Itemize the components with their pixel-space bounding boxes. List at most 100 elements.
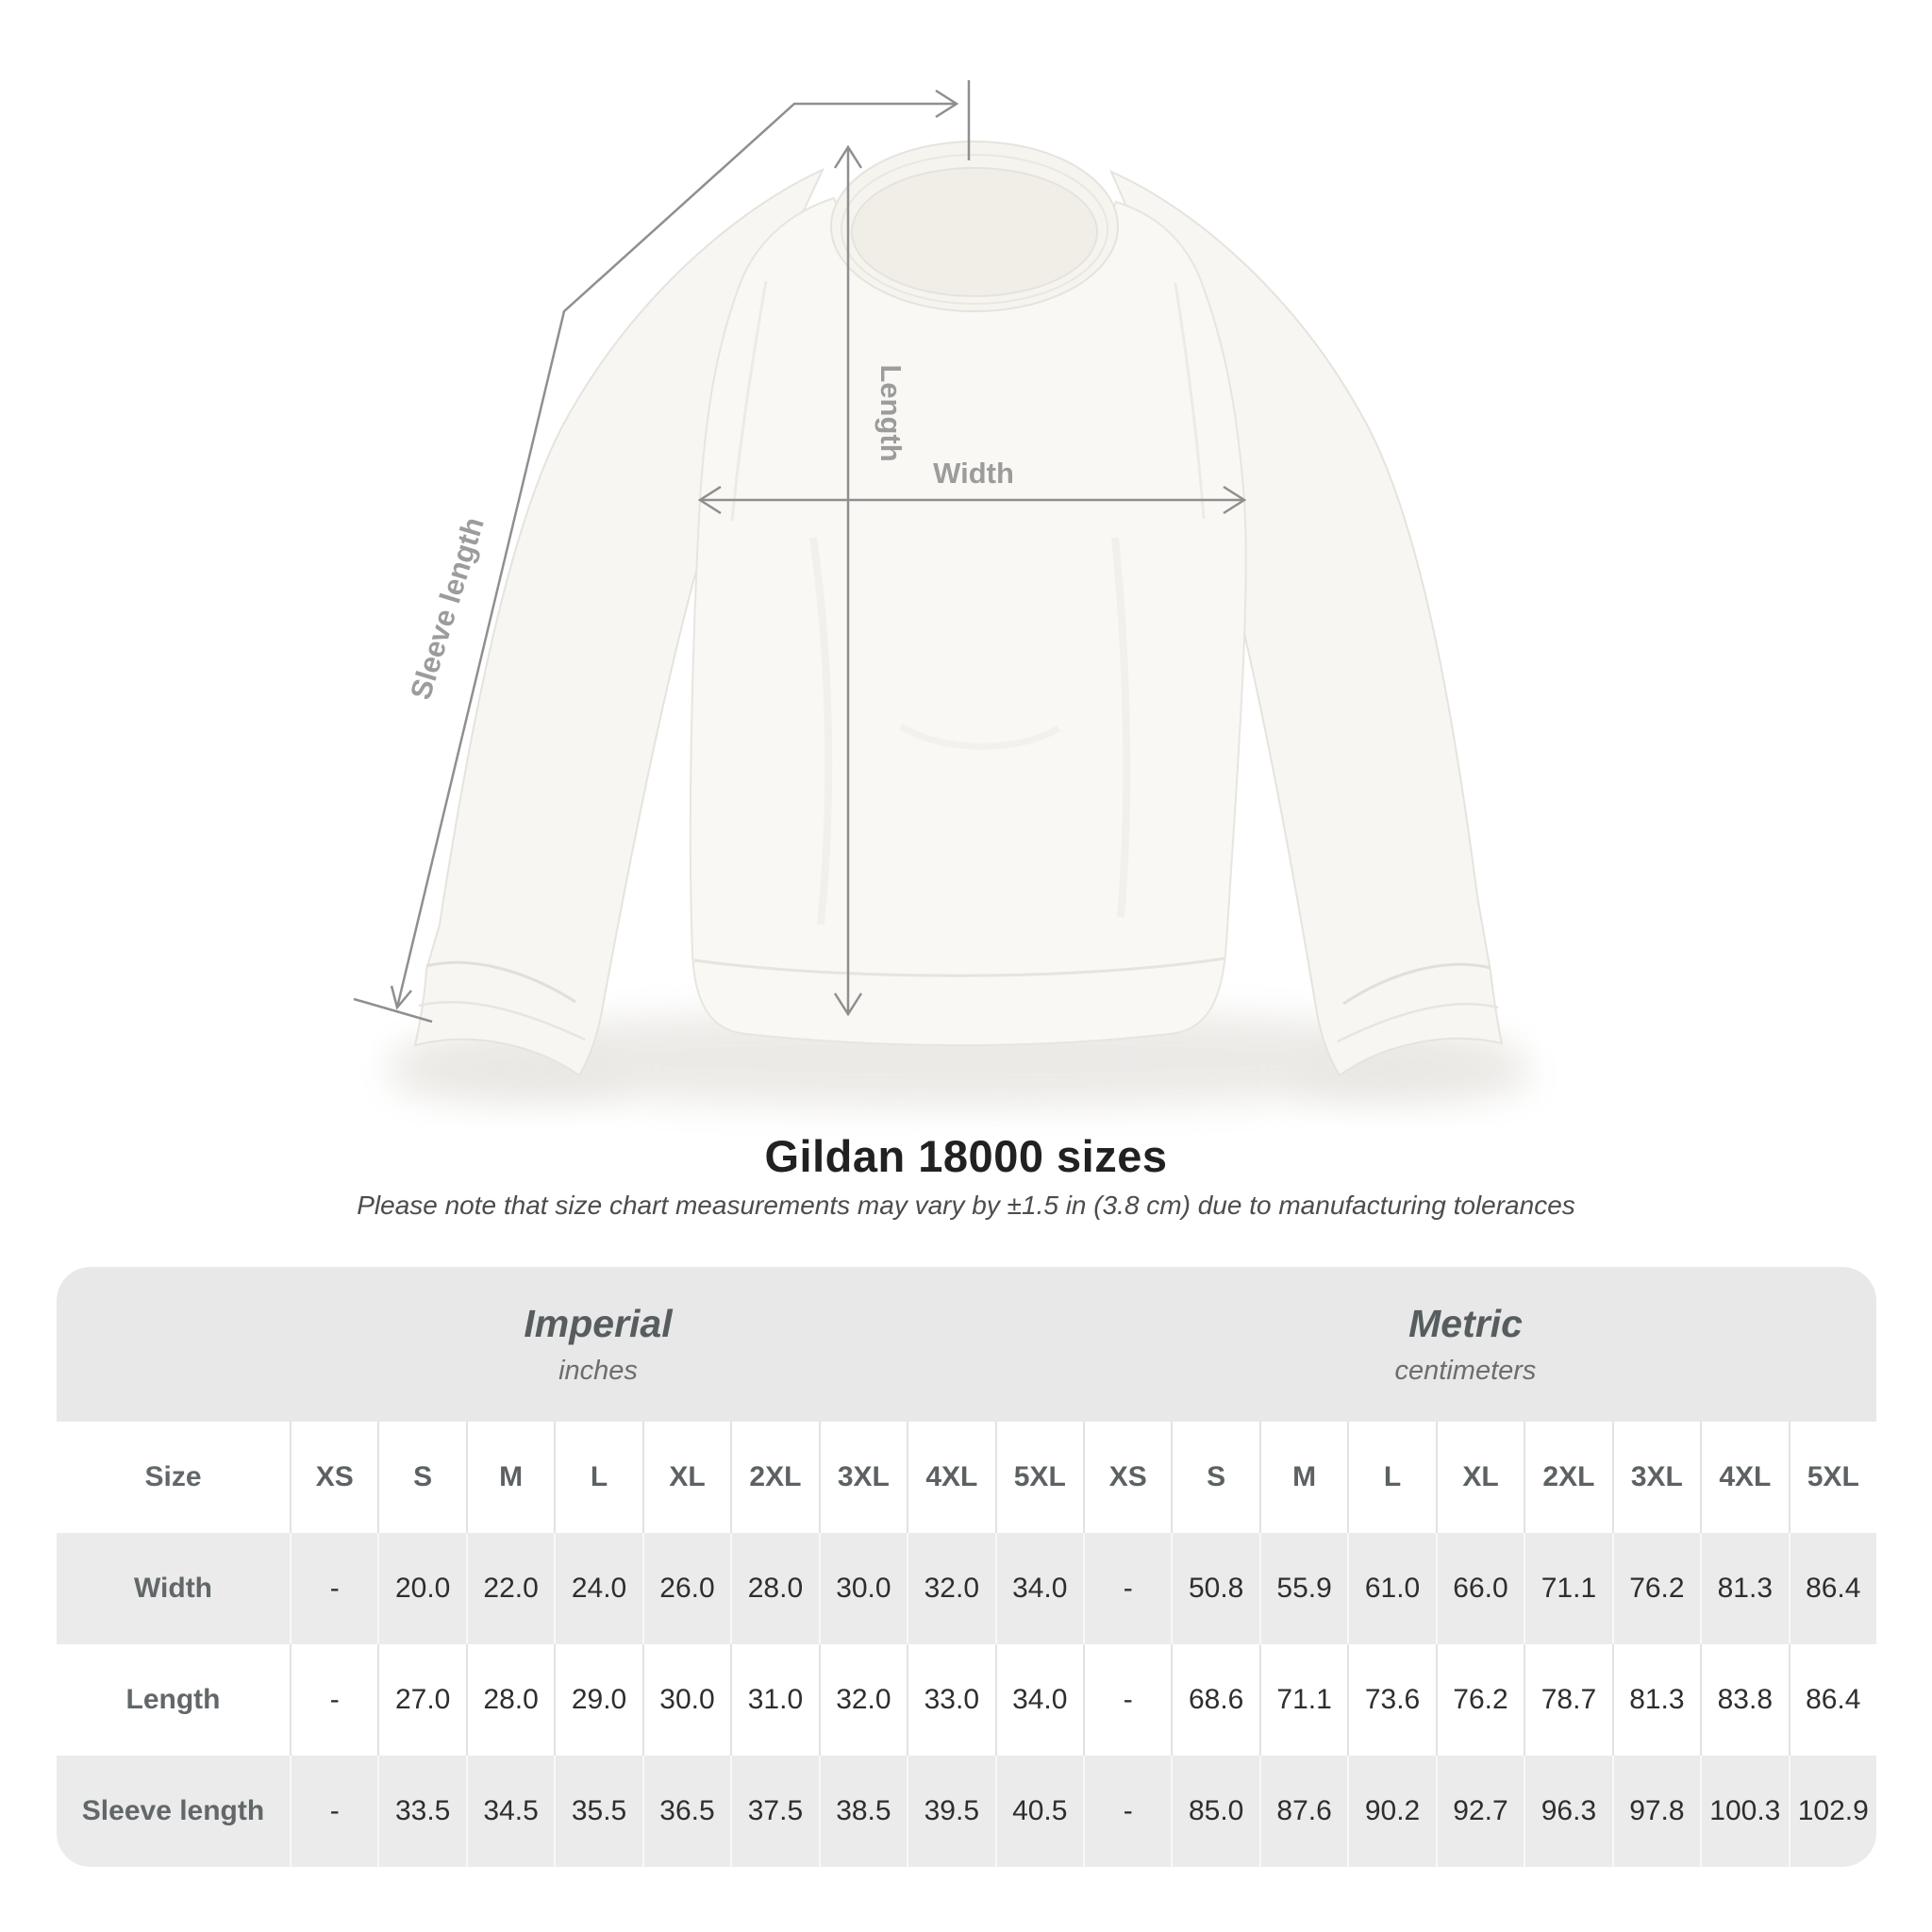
width-label: Width <box>933 457 1014 490</box>
garment-shadow <box>387 1009 1533 1108</box>
measurement-row-label: Sleeve length <box>81 1795 265 1826</box>
imperial-size-header: 4XL <box>907 1422 994 1533</box>
imperial-value-cell: 33.0 <box>907 1644 994 1756</box>
metric-title: Metric <box>1408 1302 1523 1345</box>
imperial-value-cell: 28.0 <box>730 1533 818 1644</box>
imperial-value-cell: 30.0 <box>818 1533 907 1644</box>
imperial-value-cell: - <box>290 1644 377 1756</box>
metric-value-cell: 87.6 <box>1258 1756 1347 1867</box>
imperial-value-cell: 27.0 <box>377 1644 465 1756</box>
metric-size-header: M <box>1258 1422 1347 1533</box>
sweatshirt-illustration <box>413 141 1504 1077</box>
imperial-size-header: XS <box>290 1422 377 1533</box>
metric-value-cell: 50.8 <box>1171 1533 1258 1644</box>
cuff-end-tick <box>353 997 433 1024</box>
imperial-size-header: L <box>554 1422 641 1533</box>
length-label: Length <box>874 364 908 461</box>
width-line <box>697 485 1247 515</box>
metric-value-cell: 90.2 <box>1347 1756 1435 1867</box>
metric-value-cell: 68.6 <box>1171 1644 1258 1756</box>
metric-size-header: 3XL <box>1611 1422 1700 1533</box>
imperial-size-header: 3XL <box>818 1422 907 1533</box>
imperial-value-cell: - <box>290 1533 377 1644</box>
metric-size-header: L <box>1347 1422 1435 1533</box>
metric-size-header: 5XL <box>1788 1422 1876 1533</box>
size-column-header: Size <box>144 1461 202 1492</box>
imperial-value-cell: 34.5 <box>465 1756 554 1867</box>
torso <box>689 196 1247 1046</box>
imperial-value-cell: 30.0 <box>641 1644 730 1756</box>
imperial-header: Imperial inches <box>57 1267 1083 1422</box>
imperial-title: Imperial <box>524 1302 673 1345</box>
imperial-unit: inches <box>558 1356 638 1386</box>
metric-value-cell: - <box>1082 1644 1171 1756</box>
imperial-value-cell: 33.5 <box>377 1756 465 1867</box>
garment-measurement-diagram: Width Length Sleeve length <box>353 80 1533 1108</box>
metric-value-cell: 61.0 <box>1347 1533 1435 1644</box>
metric-value-cell: 92.7 <box>1435 1756 1524 1867</box>
metric-value-cell: 55.9 <box>1258 1533 1347 1644</box>
metric-value-cell: 71.1 <box>1258 1644 1347 1756</box>
imperial-value-cell: - <box>290 1756 377 1867</box>
metric-value-cell: - <box>1082 1756 1171 1867</box>
metric-value-cell: 81.3 <box>1611 1644 1700 1756</box>
size-table: Imperial inches Metric centimeters Size X… <box>57 1267 1876 1867</box>
metric-value-cell: 83.8 <box>1700 1644 1788 1756</box>
hem-band <box>693 957 1225 977</box>
imperial-value-cell: 39.5 <box>907 1756 994 1867</box>
imperial-size-header: 2XL <box>730 1422 818 1533</box>
length-row: Length -27.0 28.0 29.0 30.0 31.0 32.0 33.0 34.0-… <box>57 1644 1876 1756</box>
imperial-size-header: XL <box>641 1422 730 1533</box>
imperial-value-cell: 22.0 <box>465 1533 554 1644</box>
measurement-row-label: Length <box>125 1684 221 1715</box>
metric-value-cell: 86.4 <box>1788 1644 1876 1756</box>
metric-header: Metric centimeters <box>1083 1267 1876 1422</box>
metric-value-cell: - <box>1082 1533 1171 1644</box>
imperial-value-cell: 24.0 <box>554 1533 641 1644</box>
collar-rib <box>830 141 1120 312</box>
metric-value-cell: 86.4 <box>1788 1533 1876 1644</box>
metric-value-cell: 81.3 <box>1700 1533 1788 1644</box>
page-title: Gildan 18000 sizes <box>764 1131 1168 1181</box>
sleeve-length-line <box>353 80 971 1024</box>
metric-value-cell: 96.3 <box>1524 1756 1611 1867</box>
imperial-value-cell: 29.0 <box>554 1644 641 1756</box>
measurement-row-label: Width <box>133 1573 213 1604</box>
imperial-value-cell: 34.0 <box>994 1533 1083 1644</box>
imperial-value-cell: 28.0 <box>465 1644 554 1756</box>
imperial-value-cell: 37.5 <box>730 1756 818 1867</box>
metric-value-cell: 85.0 <box>1171 1756 1258 1867</box>
size-header-row: Size XS S M L XL 2XL 3XL 4XL 5XL XS S M L XL 2XL 3XL 4XL 5… <box>57 1422 1876 1533</box>
metric-value-cell: 71.1 <box>1524 1533 1611 1644</box>
imperial-value-cell: 20.0 <box>377 1533 465 1644</box>
imperial-value-cell: 34.0 <box>994 1644 1083 1756</box>
imperial-value-cell: 36.5 <box>641 1756 730 1867</box>
metric-value-cell: 78.7 <box>1524 1644 1611 1756</box>
width-row: Width -20.0 22.0 24.0 26.0 28.0 30.0 32.0 34.0-5… <box>57 1533 1876 1644</box>
metric-size-header: S <box>1171 1422 1258 1533</box>
metric-value-cell: 76.2 <box>1435 1644 1524 1756</box>
sleeve-length-row: Sleeve length -33.5 34.5 35.5 36.5 37.5 38.5 39… <box>57 1756 1876 1867</box>
imperial-value-cell: 38.5 <box>818 1756 907 1867</box>
metric-value-cell: 73.6 <box>1347 1644 1435 1756</box>
imperial-value-cell: 26.0 <box>641 1533 730 1644</box>
imperial-value-cell: 32.0 <box>907 1533 994 1644</box>
metric-value-cell: 66.0 <box>1435 1533 1524 1644</box>
imperial-size-header: M <box>465 1422 554 1533</box>
metric-unit: centimeters <box>1394 1356 1537 1386</box>
metric-size-header: XL <box>1435 1422 1524 1533</box>
collar-opening <box>852 168 1097 296</box>
metric-value-cell: 76.2 <box>1611 1533 1700 1644</box>
metric-value-cell: 97.8 <box>1611 1756 1700 1867</box>
metric-value-cell: 102.9 <box>1788 1756 1876 1867</box>
metric-size-header: 4XL <box>1700 1422 1788 1533</box>
imperial-size-header: 5XL <box>994 1422 1083 1533</box>
imperial-size-header: S <box>377 1422 465 1533</box>
imperial-value-cell: 35.5 <box>554 1756 641 1867</box>
metric-size-header: XS <box>1082 1422 1171 1533</box>
imperial-value-cell: 31.0 <box>730 1644 818 1756</box>
measurement-annotations <box>353 80 1247 1024</box>
unit-header-band: Imperial inches Metric centimeters <box>57 1267 1876 1422</box>
imperial-value-cell: 40.5 <box>994 1756 1083 1867</box>
